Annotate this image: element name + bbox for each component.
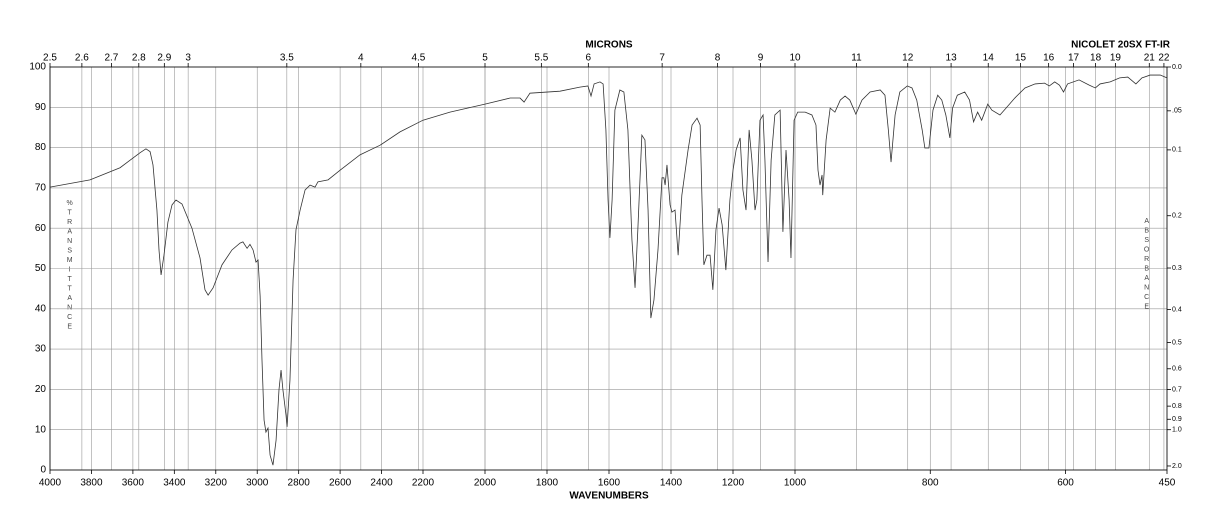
y-tick-label: 30	[35, 344, 47, 355]
y2-tick-label: 0.6	[1172, 366, 1182, 373]
x-tick-label: 450	[1159, 478, 1176, 489]
x-tick-label: 2600	[329, 478, 352, 489]
y2-tick-label: 0.0	[1172, 64, 1182, 71]
y2-tick-label: 2.0	[1172, 463, 1182, 470]
y2-tick-label: .05	[1172, 108, 1182, 115]
x-tick-label: 1800	[536, 478, 559, 489]
x-tick-label: 1200	[722, 478, 745, 489]
top-tick-label: 17	[1068, 53, 1080, 64]
top-tick-label: 3.5	[280, 53, 294, 64]
top-tick-label: 3	[185, 53, 191, 64]
y2-tick-label: 1.0	[1172, 427, 1182, 434]
top-tick-label: 21	[1144, 53, 1156, 64]
top-tick-label: 15	[1015, 53, 1027, 64]
y-tick-label: 90	[35, 102, 47, 113]
top-tick-label: 19	[1110, 53, 1122, 64]
instrument-label: NICOLET 20SX FT-IR	[1071, 40, 1171, 51]
top-tick-label: 14	[983, 53, 995, 64]
x-tick-label: 3800	[80, 478, 103, 489]
y2-tick-label: 0.2	[1172, 213, 1182, 220]
y-tick-label: 70	[35, 183, 47, 194]
top-tick-label: 2.8	[132, 53, 146, 64]
top-tick-label: 7	[659, 53, 665, 64]
x-tick-label: 2400	[370, 478, 393, 489]
x-axis-label: WAVENUMBERS	[569, 491, 649, 502]
y2-axis-label: ABSORBANCE	[1143, 218, 1150, 313]
top-tick-label: 22	[1158, 53, 1170, 64]
spectrum-line	[49, 74, 1168, 466]
x-tick-label: 2800	[288, 478, 311, 489]
top-tick-label: 9	[758, 53, 764, 64]
x-tick-label: 3200	[205, 478, 228, 489]
x-tick-label: 800	[922, 478, 939, 489]
top-tick-label: 4.5	[411, 53, 425, 64]
y-tick-label: 0	[40, 465, 46, 476]
top-tick-label: 2.6	[75, 53, 89, 64]
y-tick-label: 80	[35, 142, 47, 153]
x-tick-label: 600	[1057, 478, 1074, 489]
y2-tick-label: 0.5	[1172, 339, 1182, 346]
y2-tick-label: 0.8	[1172, 403, 1182, 410]
x-tick-label: 1000	[784, 478, 807, 489]
x-tick-label: 3000	[246, 478, 269, 489]
top-tick-label: 5.5	[534, 53, 548, 64]
top-tick-label: 12	[902, 53, 914, 64]
y-tick-label: 50	[35, 263, 47, 274]
y-tick-label: 100	[29, 62, 46, 73]
y2-tick-label: 0.3	[1172, 265, 1182, 272]
chart-title: MICRONS	[585, 40, 633, 51]
x-tick-label: 2200	[412, 478, 435, 489]
y2-tick-label: 0.9	[1172, 416, 1182, 423]
y-axis-label: %TRANSMITTANCE	[66, 200, 73, 333]
y-tick-label: 40	[35, 303, 47, 314]
x-tick-label: 3400	[163, 478, 186, 489]
x-tick-label: 1400	[660, 478, 683, 489]
top-tick-label: 13	[946, 53, 958, 64]
top-tick-label: 16	[1043, 53, 1055, 64]
plot-frame	[49, 66, 1168, 471]
top-tick-label: 2.7	[104, 53, 118, 64]
x-tick-label: 3600	[122, 478, 145, 489]
y2-tick-label: 0.1	[1172, 147, 1182, 154]
top-tick-label: 10	[789, 53, 801, 64]
y-tick-label: 60	[35, 223, 47, 234]
x-tick-label: 2000	[474, 478, 497, 489]
top-tick-label: 5	[482, 53, 488, 64]
y2-tick-label: 0.4	[1172, 306, 1182, 313]
top-tick-label: 18	[1090, 53, 1102, 64]
x-tick-label: 1600	[598, 478, 621, 489]
top-tick-label: 2.5	[43, 53, 57, 64]
x-tick-label: 4000	[39, 478, 62, 489]
y-tick-label: 10	[35, 424, 47, 435]
top-tick-label: 11	[851, 53, 862, 64]
y-tick-label: 20	[35, 384, 47, 395]
y2-tick-label: 0.7	[1172, 386, 1182, 393]
top-tick-label: 4	[358, 53, 364, 64]
top-tick-label: 6	[586, 53, 592, 64]
top-tick-label: 8	[715, 53, 721, 64]
top-tick-label: 2.9	[157, 53, 171, 64]
